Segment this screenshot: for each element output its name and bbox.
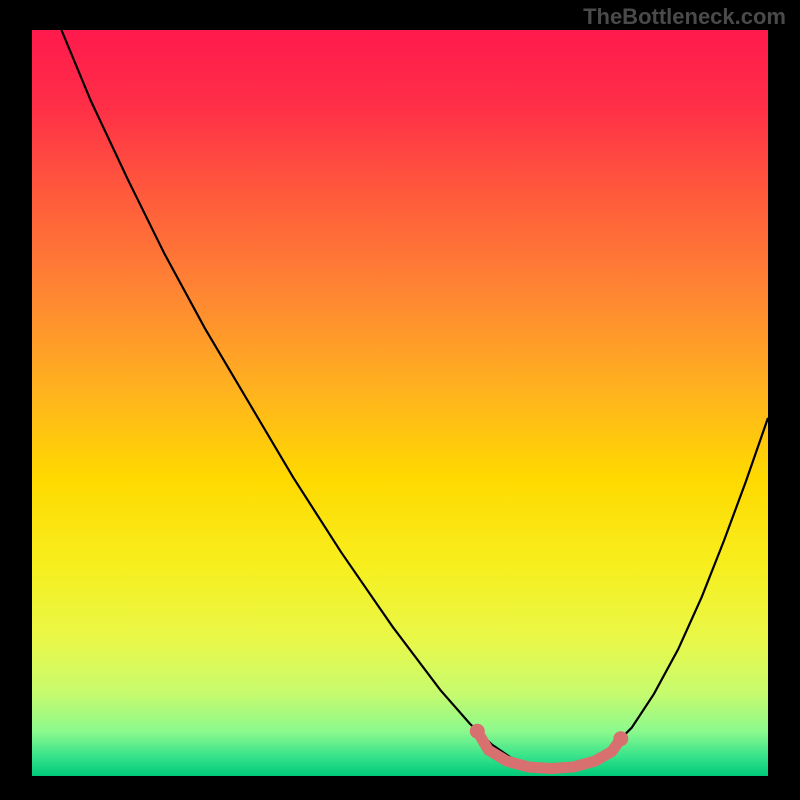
gradient-background <box>32 30 768 776</box>
watermark-label: TheBottleneck.com <box>583 4 786 30</box>
highlight-right-dot <box>613 731 628 746</box>
chart-svg <box>32 30 768 776</box>
chart-plot-area <box>32 30 768 776</box>
highlight-left-dot <box>470 724 485 739</box>
